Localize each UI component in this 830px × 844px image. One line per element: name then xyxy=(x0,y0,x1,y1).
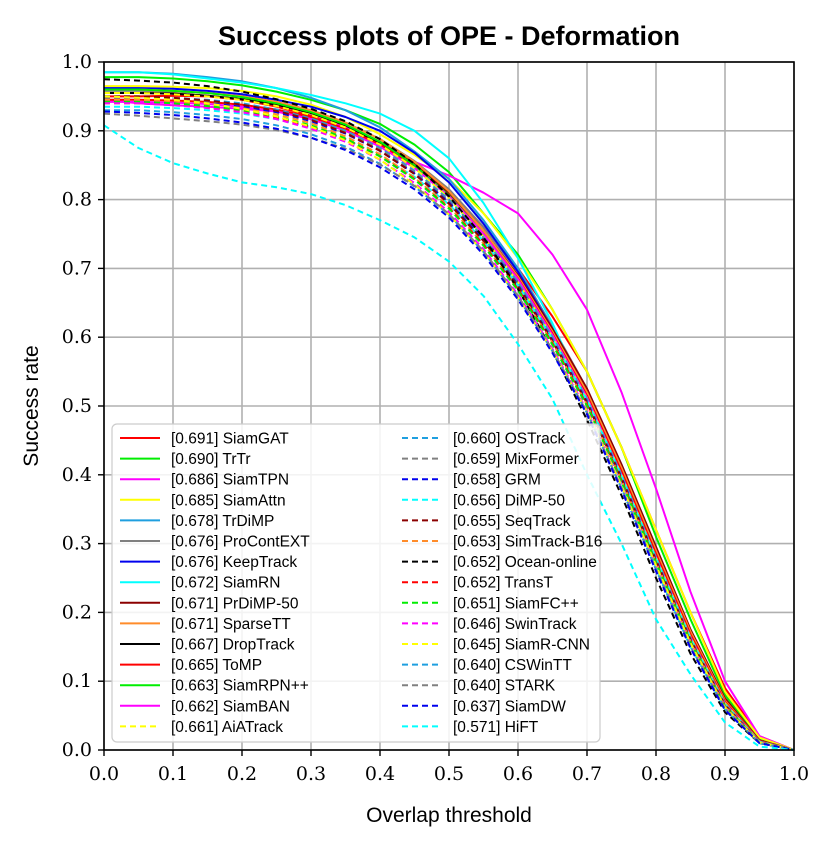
legend-entry-label: [0.656] DiMP-50 xyxy=(453,492,565,509)
y-tick-label: 0.3 xyxy=(62,533,92,555)
legend-entry-label: [0.659] MixFormer xyxy=(453,451,579,468)
x-tick-label: 0.5 xyxy=(434,763,464,785)
series-curves xyxy=(103,71,795,751)
legend-entry-label: [0.691] SiamGAT xyxy=(171,431,289,448)
y-axis-label: Success rate xyxy=(20,345,43,466)
x-axis-label: Overlap threshold xyxy=(366,804,532,827)
x-tick-label: 1.0 xyxy=(779,763,809,785)
legend-entry-label: [0.660] OSTrack xyxy=(453,431,566,448)
x-tick-label: 0.9 xyxy=(710,763,740,785)
x-tick-label: 0.2 xyxy=(227,763,257,785)
y-tick-label: 0.0 xyxy=(62,739,92,761)
legend-entry-label: [0.652] TransT xyxy=(453,575,553,592)
series-line-hift xyxy=(103,124,795,751)
y-tick-label: 0.2 xyxy=(62,601,92,623)
legend-entry-label: [0.672] SiamRN xyxy=(171,575,280,592)
legend-entry-label: [0.676] ProContEXT xyxy=(171,534,310,551)
legend-entry-label: [0.652] Ocean-online xyxy=(453,554,597,571)
series-line-siamdw xyxy=(103,110,795,751)
x-tick-label: 0.4 xyxy=(365,763,395,785)
axis-ticks: 0.0 0.1 0.2 0.3 0.4 0.5 0.6 0.7 0.8 0.9 1.0 0.0 0.1 0… xyxy=(62,51,809,785)
legend-entry-label: [0.658] GRM xyxy=(453,472,541,489)
y-tick-label: 0.9 xyxy=(62,120,92,142)
y-tick-label: 0.8 xyxy=(62,189,92,211)
y-tick-label: 0.4 xyxy=(62,464,92,486)
series-line-trtr xyxy=(104,76,795,751)
x-tick-label: 0.1 xyxy=(158,763,188,785)
legend-entry-label: [0.671] SparseTT xyxy=(171,616,291,633)
legend-entry-label: [0.685] SiamAttn xyxy=(171,492,286,509)
y-tick-label: 0.6 xyxy=(62,326,92,348)
legend-entry-label: [0.651] SiamFC++ xyxy=(453,595,579,612)
legend-entry-label: [0.646] SwinTrack xyxy=(453,616,577,633)
x-tick-label: 0.8 xyxy=(641,763,671,785)
legend-entry-label: [0.645] SiamR-CNN xyxy=(453,637,590,654)
legend-entry-label: [0.661] AiATrack xyxy=(171,719,283,736)
legend-entry-label: [0.671] PrDiMP-50 xyxy=(171,595,299,612)
legend-entry-label: [0.640] CSWinTT xyxy=(453,657,572,674)
legend: [0.691] SiamGAT [0.690] TrTr [0.686] SiamT… xyxy=(111,423,602,743)
series-line-stark xyxy=(103,112,795,751)
series-line-siamrn xyxy=(104,71,795,751)
series-line-dimp-50 xyxy=(104,105,795,751)
legend-entry-label: [0.663] SiamRPN++ xyxy=(171,678,309,695)
legend-entry-label: [0.686] SiamTPN xyxy=(171,472,289,489)
y-tick-label: 1.0 xyxy=(62,51,92,73)
series-line-ocean-online xyxy=(103,78,795,751)
legend-entry-label: [0.690] TrTr xyxy=(171,451,251,468)
x-tick-label: 0.6 xyxy=(503,763,533,785)
series-line-aiatrack xyxy=(104,92,795,751)
series-line-cswintt xyxy=(104,109,795,751)
legend-entry-label: [0.667] DropTrack xyxy=(171,637,295,654)
legend-entry-label: [0.662] SiamBAN xyxy=(171,698,290,715)
legend-entry-label: [0.676] KeepTrack xyxy=(171,554,297,571)
x-tick-label: 0.0 xyxy=(89,763,119,785)
y-tick-label: 0.5 xyxy=(62,395,92,417)
legend-entry-label: [0.665] ToMP xyxy=(171,657,262,674)
legend-entry-label: [0.637] SiamDW xyxy=(453,698,566,715)
legend-entry-label: [0.571] HiFT xyxy=(453,719,539,736)
chart-title: Success plots of OPE - Deformation xyxy=(218,21,680,51)
y-tick-label: 0.7 xyxy=(62,257,92,279)
legend-box xyxy=(111,423,601,743)
y-tick-label: 0.1 xyxy=(62,670,92,692)
legend-entry-label: [0.653] SimTrack-B16 xyxy=(453,534,602,551)
x-tick-label: 0.7 xyxy=(572,763,602,785)
x-tick-label: 0.3 xyxy=(296,763,326,785)
legend-entry-label: [0.640] STARK xyxy=(453,678,556,695)
legend-entry-label: [0.655] SeqTrack xyxy=(453,513,571,530)
legend-entry-label: [0.678] TrDiMP xyxy=(171,513,274,530)
